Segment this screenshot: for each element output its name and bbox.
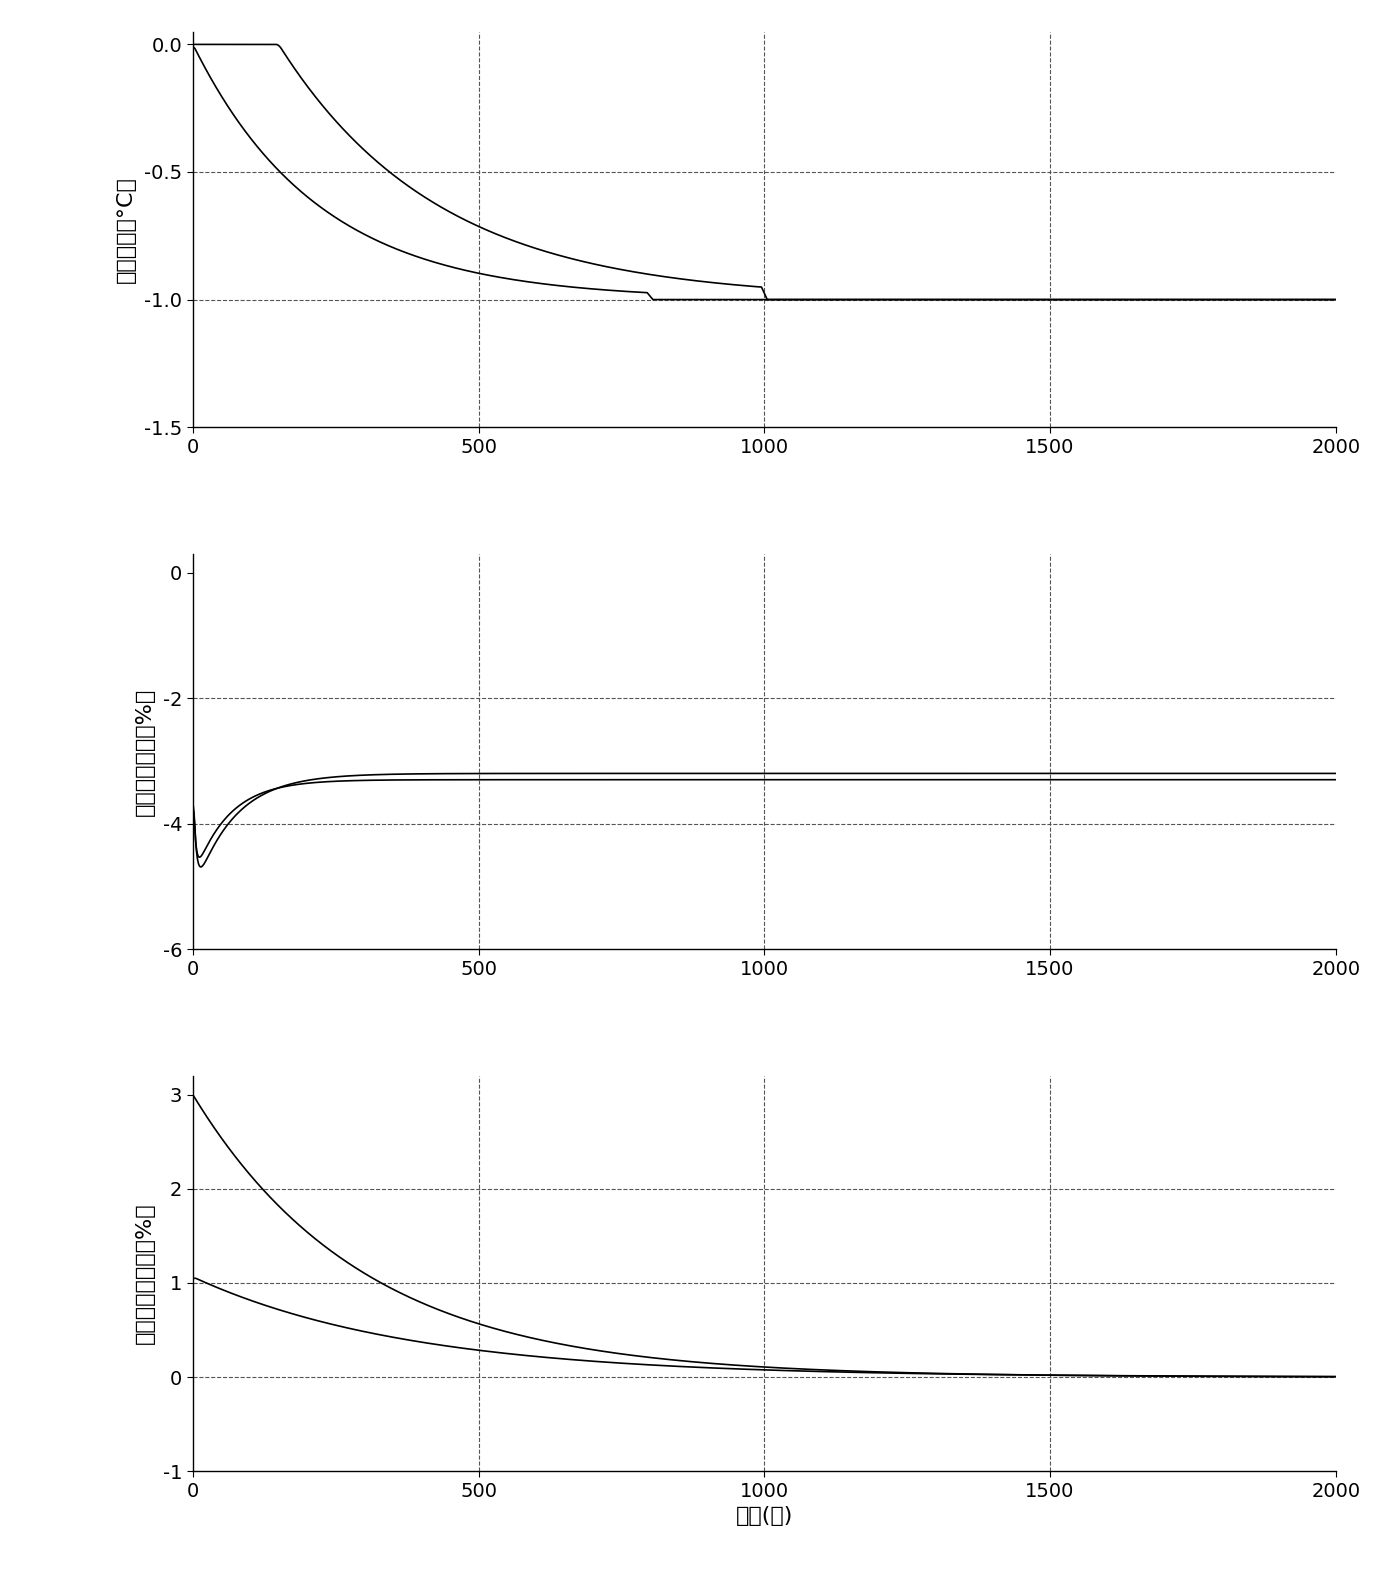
Y-axis label: 减温水调门开度（%）: 减温水调门开度（%） <box>135 1202 154 1345</box>
Y-axis label: 再热汽温（°C）: 再热汽温（°C） <box>116 176 136 283</box>
Y-axis label: 烟气挡板开度（%）: 烟气挡板开度（%） <box>135 687 154 816</box>
X-axis label: 时间(秒): 时间(秒) <box>735 1506 793 1527</box>
